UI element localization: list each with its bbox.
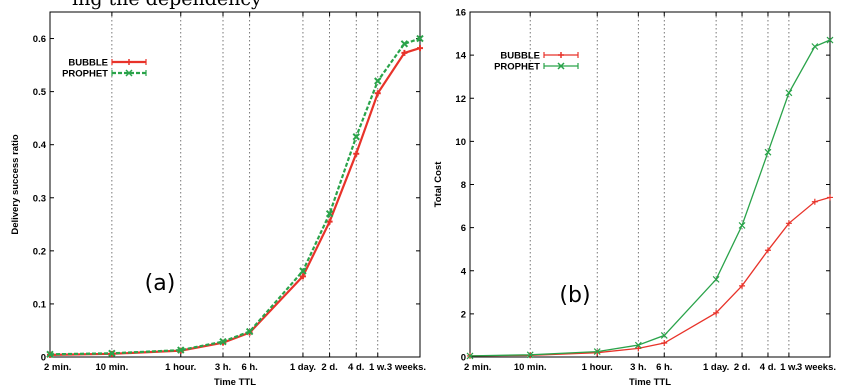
- data-point-prophet: [764, 148, 772, 156]
- data-point-bubble: [417, 45, 423, 52]
- x-axis-title: Time TTL: [214, 377, 256, 388]
- data-point-bubble: [594, 349, 601, 356]
- x-tick-label: 10 min.: [96, 362, 129, 373]
- y-tick-label: 0.5: [33, 87, 47, 98]
- data-point-prophet: [400, 40, 409, 48]
- y-tick-label: 0.3: [33, 193, 46, 204]
- data-point-prophet: [46, 350, 54, 359]
- data-point-prophet: [738, 222, 746, 229]
- data-point-bubble: [401, 49, 408, 56]
- x-tick-label: 2 min.: [464, 362, 491, 373]
- data-point-prophet: [108, 349, 116, 357]
- data-point-prophet: [177, 346, 185, 354]
- panel-label: (a): [145, 271, 176, 296]
- data-point-bubble: [739, 282, 746, 289]
- x-tick-label: 6 h.: [241, 362, 257, 373]
- y-tick-label: 4: [461, 266, 467, 277]
- legend-marker-prophet: [125, 69, 133, 77]
- x-tick-label: 1 w.: [369, 362, 387, 373]
- data-point-prophet: [811, 43, 819, 50]
- x-tick-label: 2 min.: [44, 362, 71, 373]
- data-point-bubble: [661, 339, 668, 346]
- data-point-bubble: [785, 220, 792, 227]
- data-point-bubble: [713, 309, 720, 316]
- data-point-prophet: [245, 327, 254, 336]
- data-point-prophet: [785, 89, 793, 97]
- x-tick-label: 3 weeks.: [387, 362, 426, 373]
- legend-marker-bubble: [126, 59, 132, 65]
- data-point-prophet: [634, 341, 642, 349]
- data-point-prophet: [374, 77, 382, 85]
- data-point-prophet: [593, 348, 601, 356]
- data-point-bubble: [299, 273, 306, 280]
- series-line-prophet: [469, 39, 831, 357]
- y-tick-label: 2: [461, 309, 466, 320]
- x-tick-label: 4 d.: [760, 362, 776, 373]
- x-tick-label: 1 w.: [780, 362, 798, 373]
- x-tick-label: 1 day.: [703, 362, 729, 373]
- y-tick-label: 0.2: [33, 246, 46, 257]
- x-tick-label: 3 h.: [630, 362, 646, 373]
- x-axis-title: Time TTL: [629, 377, 671, 388]
- data-point-bubble: [811, 198, 818, 205]
- data-point-prophet: [712, 275, 720, 283]
- y-axis-title: Delivery success ratio: [10, 134, 21, 235]
- legend-label-bubble: BUBBLE: [500, 51, 540, 62]
- plot-frame: [49, 11, 421, 358]
- x-tick-label: 2 d.: [321, 362, 337, 373]
- x-tick-label: 1 hour.: [165, 362, 196, 373]
- y-tick-label: 0.4: [33, 140, 47, 151]
- x-tick-label: 6 h.: [656, 362, 672, 373]
- y-tick-label: 10: [455, 137, 466, 148]
- x-tick-label: 1 day.: [290, 362, 316, 373]
- data-point-prophet: [826, 36, 834, 44]
- y-tick-label: 8: [461, 180, 466, 191]
- data-point-prophet: [466, 352, 474, 360]
- x-tick-label: 2 d.: [734, 362, 750, 373]
- y-tick-label: 6: [461, 223, 466, 234]
- legend-label-prophet: PROPHET: [494, 62, 540, 73]
- data-point-bubble: [326, 218, 333, 225]
- y-tick-label: 14: [455, 51, 466, 62]
- series-line-bubble: [49, 47, 421, 356]
- legend-marker-prophet: [557, 62, 565, 70]
- data-point-bubble: [635, 345, 642, 352]
- data-point-prophet: [219, 337, 227, 346]
- x-tick-label: 3 weeks.: [797, 362, 836, 373]
- data-point-bubble: [374, 90, 381, 97]
- x-tick-label: 1 hour.: [582, 362, 613, 373]
- legend-marker-bubble: [558, 52, 564, 58]
- x-tick-label: 3 h.: [215, 362, 231, 373]
- chart-panel-a: 2 min. 10 min. 1 hour. 3 h. 6 h. 1 day. 2 d. 4 …: [10, 11, 426, 388]
- caption-fragment: ing the dependency: [72, 0, 262, 10]
- y-tick-label: 16: [455, 8, 466, 19]
- data-point-prophet: [299, 267, 307, 275]
- y-tick-label: 0: [41, 353, 46, 364]
- legend-label-bubble: BUBBLE: [68, 58, 108, 69]
- data-point-prophet: [526, 351, 534, 359]
- y-tick-label: 12: [455, 94, 466, 105]
- y-axis-title: Total Cost: [433, 161, 444, 208]
- legend-label-prophet: PROPHET: [62, 69, 108, 80]
- data-point-prophet: [325, 209, 334, 218]
- y-tick-label: 0.1: [33, 299, 47, 310]
- series-line-prophet: [49, 37, 421, 356]
- y-tick-label: 0.6: [33, 34, 46, 45]
- y-tick-label: 0: [461, 353, 466, 364]
- data-point-bubble: [353, 150, 360, 157]
- x-tick-label: 10 min.: [514, 362, 547, 373]
- data-point-bubble: [764, 247, 771, 254]
- data-point-prophet: [352, 133, 360, 141]
- series-line-bubble: [469, 196, 831, 357]
- x-tick-label: 4 d.: [348, 362, 364, 373]
- data-point-bubble: [827, 194, 833, 201]
- panel-label: (b): [559, 283, 590, 308]
- data-point-prophet: [660, 332, 668, 339]
- chart-panel-b: 2 min. 10 min. 1 hour. 3 h. 6 h. 1 day. 2 d. 4 …: [433, 8, 836, 389]
- data-point-prophet: [416, 34, 424, 43]
